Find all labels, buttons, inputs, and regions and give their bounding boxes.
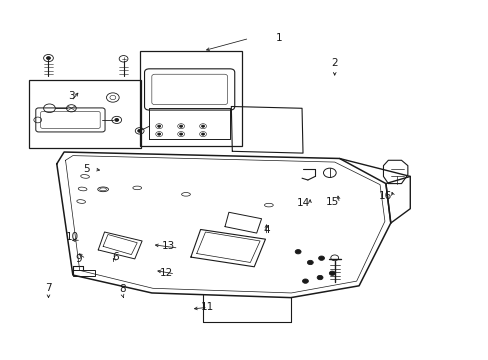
Bar bbox=[73, 270, 95, 276]
Text: 7: 7 bbox=[45, 283, 52, 293]
Text: 9: 9 bbox=[75, 254, 82, 264]
Circle shape bbox=[307, 260, 313, 265]
Circle shape bbox=[329, 271, 334, 275]
Circle shape bbox=[115, 118, 119, 121]
Text: 4: 4 bbox=[263, 225, 269, 235]
Text: 16: 16 bbox=[379, 191, 392, 201]
Bar bbox=[140, 51, 242, 146]
Circle shape bbox=[158, 133, 160, 135]
Circle shape bbox=[318, 256, 324, 260]
Text: 1: 1 bbox=[275, 33, 282, 43]
Circle shape bbox=[201, 125, 204, 127]
Text: 5: 5 bbox=[82, 164, 89, 174]
Circle shape bbox=[201, 133, 204, 135]
Circle shape bbox=[179, 133, 182, 135]
Text: 13: 13 bbox=[162, 241, 175, 251]
Circle shape bbox=[302, 279, 308, 283]
Text: 14: 14 bbox=[296, 198, 309, 208]
Circle shape bbox=[138, 130, 142, 132]
Circle shape bbox=[158, 125, 160, 127]
Text: 2: 2 bbox=[331, 58, 337, 68]
Text: 6: 6 bbox=[112, 252, 119, 262]
Text: 10: 10 bbox=[66, 232, 79, 242]
Text: 3: 3 bbox=[68, 91, 75, 101]
Bar bbox=[29, 80, 141, 148]
Circle shape bbox=[317, 275, 323, 280]
Circle shape bbox=[179, 125, 182, 127]
Circle shape bbox=[46, 57, 50, 59]
Circle shape bbox=[295, 249, 301, 254]
Text: 11: 11 bbox=[201, 302, 214, 312]
Text: 15: 15 bbox=[325, 197, 338, 207]
Text: 8: 8 bbox=[119, 284, 125, 294]
Text: 12: 12 bbox=[160, 268, 173, 278]
